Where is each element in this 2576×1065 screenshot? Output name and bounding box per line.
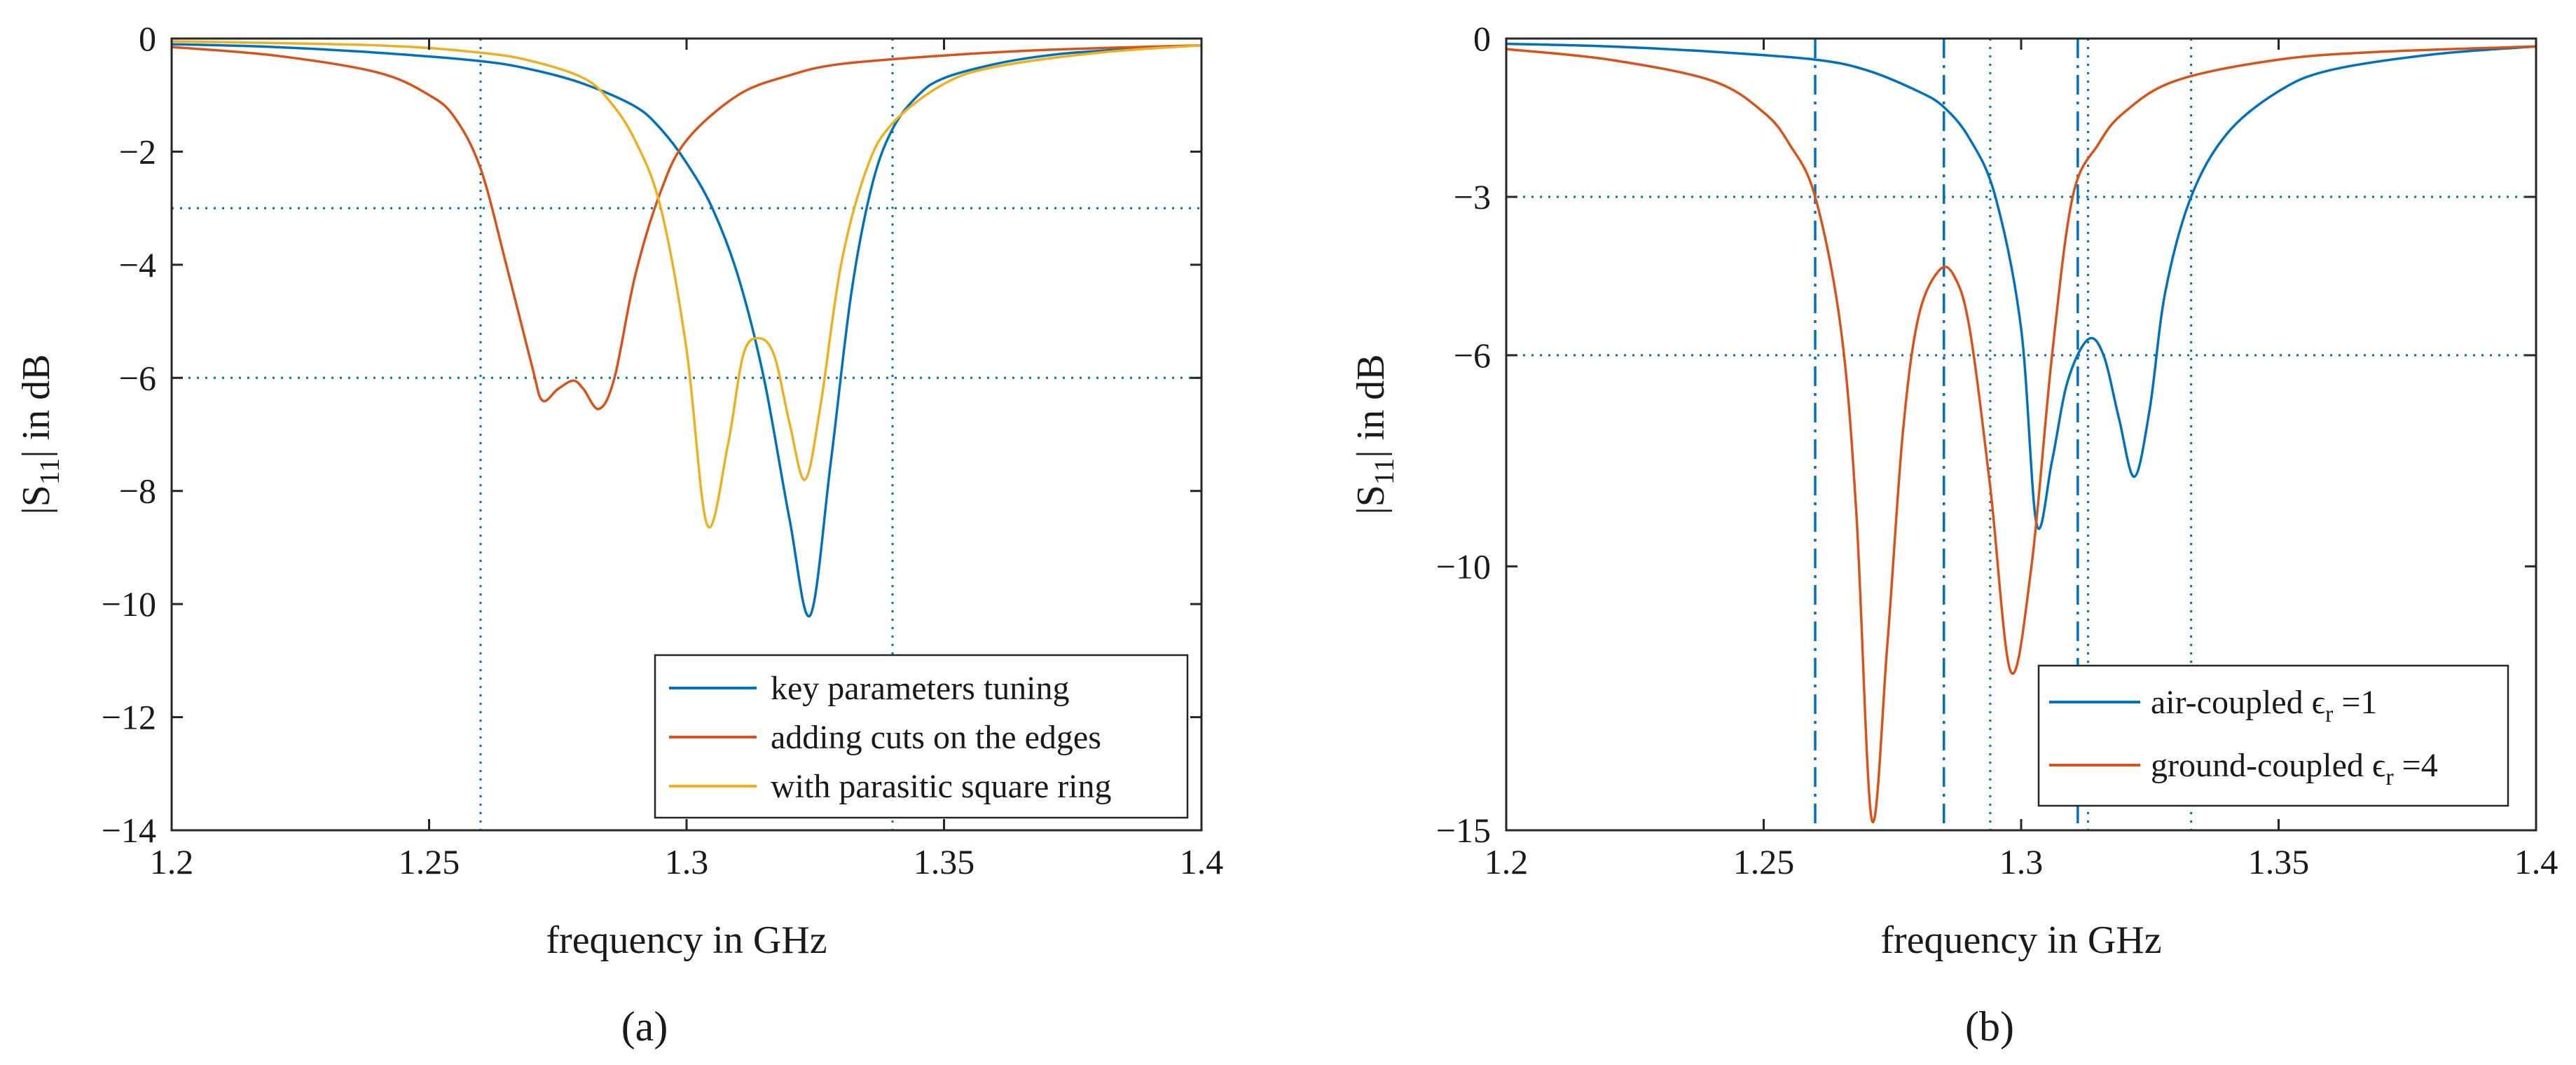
series-line-a-2 [172, 40, 1201, 529]
series-line-a-1 [172, 43, 1201, 411]
x-tick-label-a-4: 1.4 [1180, 842, 1224, 881]
y-tick-label-a-2: −4 [119, 245, 156, 284]
ticks-b: 1.2 1.25 1.3 1.35 1.4 0 −3 −6 −10 −15 [1436, 19, 2558, 881]
y-tick-label-b-0: 0 [1473, 19, 1491, 58]
x-tick-label-b-3: 1.35 [2248, 842, 2310, 881]
y-tick-label-a-0: 0 [139, 19, 156, 58]
x-tick-label-b-4: 1.4 [2514, 842, 2558, 881]
y-tick-label-b-3: −10 [1436, 547, 1491, 586]
x-tick-label-a-0: 1.2 [150, 842, 194, 881]
legend-label-b1-sub: r [2385, 764, 2394, 790]
series-group-a [172, 40, 1201, 618]
legend-label-a1: adding cuts on the edges [771, 719, 1101, 756]
legend-b: air-coupled ϵr =1 ground-coupled ϵr =4 [2037, 664, 2509, 807]
legend-label-a2: with parasitic square ring [771, 768, 1112, 805]
y-tick-label-b-2: −6 [1454, 336, 1491, 375]
x-axis-label-b: frequency in GHz [1880, 919, 2161, 962]
y-tick-label-a-7: −14 [102, 811, 156, 850]
x-tick-label-a-2: 1.3 [665, 842, 709, 881]
x-tick-label-a-3: 1.35 [914, 842, 975, 881]
x-tick-label-a-1: 1.25 [399, 842, 460, 881]
legend-label-a0: key parameters tuning [771, 670, 1070, 707]
y-tick-label-b-1: −3 [1454, 177, 1491, 217]
legend-label-b1-rest: =4 [2394, 747, 2438, 784]
y-axis-label-b: |S11| in dB [1349, 355, 1400, 515]
y-tick-label-a-6: −12 [102, 698, 156, 737]
series-line-b-1 [1506, 45, 2536, 823]
legend-label-b0-rest: =1 [2333, 684, 2377, 721]
x-tick-label-b-0: 1.2 [1485, 842, 1529, 881]
y-tick-label-b-4: −15 [1436, 811, 1491, 850]
legend-label-b0-sub: r [2325, 701, 2334, 727]
legend-label-b1: ground-coupled ϵr =4 [2151, 747, 2438, 790]
panel-b: 1.2 1.25 1.3 1.35 1.4 0 −3 −6 −10 −15 frequency i… [1349, 19, 2558, 1050]
series-group-b [1506, 42, 2536, 823]
y-tick-label-a-4: −8 [119, 472, 156, 511]
y-tick-label-a-1: −2 [119, 132, 156, 171]
series-line-b-0 [1506, 42, 2536, 530]
x-axis-label-a: frequency in GHz [546, 919, 827, 962]
legend-label-b0-main: air-coupled ϵ [2151, 684, 2325, 721]
ticks-a: 1.2 1.25 1.3 1.35 1.4 0 −2 −4 −6 −8 −10 −12 −14 [102, 19, 1223, 881]
panel-a: 1.2 1.25 1.3 1.35 1.4 0 −2 −4 −6 −8 −10 −12 −14 freq… [15, 19, 1223, 1050]
x-tick-label-b-2: 1.3 [1999, 842, 2044, 881]
y-axis-label-a: |S11| in dB [15, 355, 65, 515]
legend-box-b [2037, 664, 2509, 807]
panel-label-a: (a) [621, 1003, 668, 1050]
reference-lines-a [172, 39, 1201, 830]
y-tick-label-a-5: −10 [102, 584, 156, 624]
y-axis-label-a-sub: 11 [34, 458, 65, 486]
y-tick-label-a-3: −6 [119, 358, 156, 397]
legend-label-b0: air-coupled ϵr =1 [2151, 684, 2377, 727]
legend-label-b1-main: ground-coupled ϵ [2151, 747, 2385, 784]
y-axis-label-b-sub: 11 [1368, 458, 1400, 486]
x-tick-label-b-1: 1.25 [1733, 842, 1795, 881]
y-axis-label-a-main: |S [15, 485, 58, 514]
series-line-a-0 [172, 43, 1201, 618]
panel-label-b: (b) [1965, 1003, 2014, 1050]
y-axis-label-b-rest: | in dB [1349, 355, 1393, 458]
y-axis-label-b-main: |S [1349, 485, 1393, 514]
y-axis-label-a-rest: | in dB [15, 355, 58, 458]
legend-a: key parameters tuning adding cuts on the… [654, 654, 1189, 819]
